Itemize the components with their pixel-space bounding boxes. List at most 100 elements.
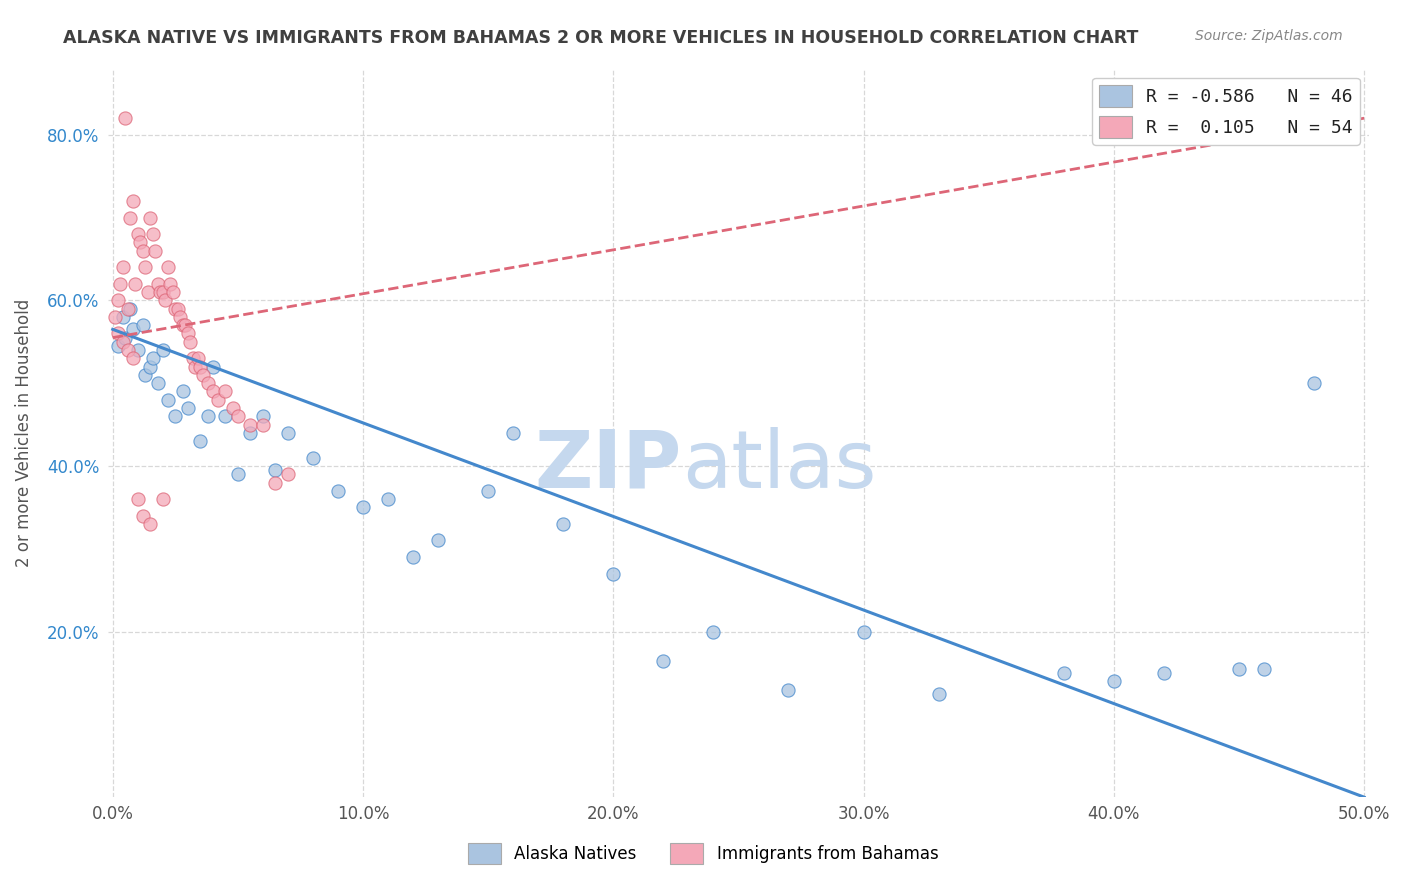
Point xyxy=(127,491,149,506)
Legend: Alaska Natives, Immigrants from Bahamas: Alaska Natives, Immigrants from Bahamas xyxy=(461,837,945,871)
Point xyxy=(169,310,191,324)
Point xyxy=(172,384,194,399)
Point xyxy=(222,401,245,415)
Text: Source: ZipAtlas.com: Source: ZipAtlas.com xyxy=(1195,29,1343,43)
Point xyxy=(152,285,174,299)
Point xyxy=(177,326,200,341)
Point xyxy=(146,277,169,291)
Point xyxy=(110,277,132,291)
Point xyxy=(152,343,174,357)
Point xyxy=(132,244,155,258)
Point xyxy=(104,310,127,324)
Point xyxy=(214,409,236,424)
Point xyxy=(239,417,262,432)
Point xyxy=(326,483,349,498)
Text: ALASKA NATIVE VS IMMIGRANTS FROM BAHAMAS 2 OR MORE VEHICLES IN HOUSEHOLD CORRELA: ALASKA NATIVE VS IMMIGRANTS FROM BAHAMAS… xyxy=(63,29,1139,46)
Point xyxy=(264,463,287,477)
Point xyxy=(156,260,179,275)
Point xyxy=(197,376,219,391)
Point xyxy=(477,483,499,498)
Point xyxy=(1053,665,1076,680)
Point xyxy=(277,467,299,482)
Point xyxy=(121,322,143,336)
Point xyxy=(165,301,187,316)
Point xyxy=(142,351,165,366)
Point xyxy=(121,194,143,208)
Point xyxy=(184,359,207,374)
Point xyxy=(162,285,184,299)
Point xyxy=(152,491,174,506)
Point xyxy=(602,566,624,581)
Legend: R = -0.586   N = 46, R =  0.105   N = 54: R = -0.586 N = 46, R = 0.105 N = 54 xyxy=(1092,78,1360,145)
Point xyxy=(1227,662,1250,676)
Point xyxy=(111,260,134,275)
Point xyxy=(155,293,177,308)
Point xyxy=(377,491,399,506)
Point xyxy=(188,359,211,374)
Point xyxy=(264,475,287,490)
Point xyxy=(201,359,224,374)
Point xyxy=(127,227,149,241)
Point xyxy=(132,508,155,523)
Point xyxy=(207,392,229,407)
Point xyxy=(159,277,181,291)
Point xyxy=(146,376,169,391)
Point xyxy=(127,343,149,357)
Point xyxy=(187,351,209,366)
Point xyxy=(201,384,224,399)
Point xyxy=(174,318,197,333)
Point xyxy=(134,368,156,382)
Point xyxy=(352,500,374,515)
Point xyxy=(136,285,159,299)
Point xyxy=(402,549,425,564)
Point xyxy=(1153,665,1175,680)
Point xyxy=(277,425,299,440)
Point xyxy=(165,409,187,424)
Point xyxy=(188,434,211,449)
Point xyxy=(143,244,166,258)
Point xyxy=(120,211,142,225)
Point xyxy=(181,351,204,366)
Point xyxy=(427,533,450,548)
Point xyxy=(179,334,201,349)
Point xyxy=(177,401,200,415)
Point xyxy=(111,310,134,324)
Point xyxy=(502,425,524,440)
Point xyxy=(172,318,194,333)
Point xyxy=(134,260,156,275)
Point xyxy=(132,318,155,333)
Point xyxy=(129,235,152,250)
Point xyxy=(139,516,162,531)
Point xyxy=(142,227,165,241)
Point xyxy=(156,392,179,407)
Point xyxy=(553,516,575,531)
Point xyxy=(111,334,134,349)
Point xyxy=(197,409,219,424)
Point xyxy=(117,343,139,357)
Point xyxy=(117,301,139,316)
Point xyxy=(214,384,236,399)
Point xyxy=(191,368,214,382)
Point xyxy=(107,293,129,308)
Point xyxy=(226,467,249,482)
Point xyxy=(1102,674,1125,689)
Point xyxy=(252,409,274,424)
Point xyxy=(1303,376,1326,391)
Point xyxy=(226,409,249,424)
Point xyxy=(928,687,950,701)
Point xyxy=(252,417,274,432)
Point xyxy=(1253,662,1275,676)
Point xyxy=(121,351,143,366)
Text: atlas: atlas xyxy=(682,426,876,505)
Y-axis label: 2 or more Vehicles in Household: 2 or more Vehicles in Household xyxy=(15,299,32,567)
Point xyxy=(166,301,188,316)
Text: ZIP: ZIP xyxy=(534,426,682,505)
Point xyxy=(107,339,129,353)
Point xyxy=(139,359,162,374)
Point xyxy=(239,425,262,440)
Point xyxy=(120,301,142,316)
Point xyxy=(302,450,325,465)
Point xyxy=(702,624,724,639)
Point xyxy=(778,682,800,697)
Point xyxy=(149,285,172,299)
